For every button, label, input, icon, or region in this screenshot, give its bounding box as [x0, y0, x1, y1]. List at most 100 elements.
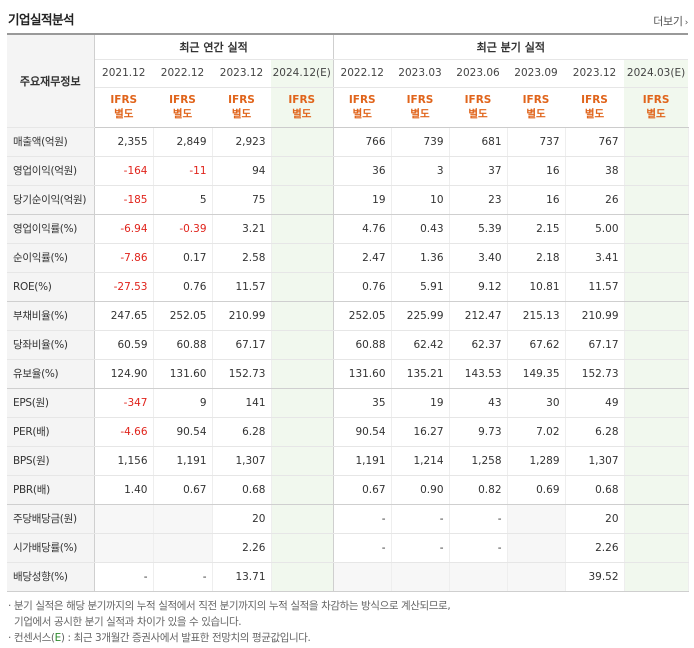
cell-annual: 0.17: [153, 243, 213, 273]
period-header-quarter-1: 2023.03: [391, 59, 450, 88]
cell-quarter: 6.28: [565, 417, 625, 447]
cell-quarter: 4.76: [333, 214, 392, 244]
period-header-annual-2: 2023.12: [212, 59, 271, 88]
period-header-quarter-4: 2023.12: [565, 59, 625, 88]
table-row: 당좌비율(%) 60.59 60.88 67.17 60.88 62.42 62.37 67.…: [7, 330, 689, 360]
table-row: 유보율(%) 124.90 131.60 152.73 131.60 135.21 143.…: [7, 359, 689, 389]
footnote-2-suffix: ) : 최근 3개월간 증권사에서 발표한 전망치의 평균값입니다.: [60, 632, 311, 644]
cell-quarter: [624, 359, 689, 389]
cell-quarter: 43: [449, 388, 508, 418]
cell-quarter: [624, 446, 689, 476]
cell-quarter: 90.54: [333, 417, 392, 447]
row-label: 당좌비율(%): [7, 330, 95, 360]
row-label: 영업이익(억원): [7, 156, 95, 186]
table-row: EPS(원) -347 9 141 35 19 43 30 49: [7, 388, 689, 418]
table-row: 영업이익(억원) -164 -11 94 36 3 37 16 38: [7, 156, 689, 186]
ifrs-label: IFRS: [288, 94, 316, 106]
period-header-quarter-0: 2022.12: [333, 59, 392, 88]
ifrs-label: IFRS: [642, 94, 670, 106]
ifrs-label: IFRS: [348, 94, 376, 106]
table-row: 순이익률(%) -7.86 0.17 2.58 2.47 1.36 3.40 2.18 3.41: [7, 243, 689, 273]
cell-quarter: 0.67: [333, 475, 392, 505]
cell-quarter: 767: [565, 127, 625, 157]
cell-quarter: 5.00: [565, 214, 625, 244]
separate-label: 별도: [646, 108, 666, 120]
cell-quarter: 1,214: [391, 446, 450, 476]
cell-annual: [271, 359, 334, 389]
cell-annual: 141: [212, 388, 272, 418]
cell-quarter: 30: [507, 388, 566, 418]
cell-quarter: 11.57: [565, 272, 625, 302]
cell-quarter: 60.88: [333, 330, 392, 360]
financial-summary-table: 주요재무정보 최근 연간 실적 최근 분기 실적 2021.12 2022.12 2…: [7, 33, 689, 592]
cell-quarter: 0.82: [449, 475, 508, 505]
cell-quarter: -: [449, 504, 508, 534]
cell-annual: 2,923: [212, 127, 272, 157]
cell-annual: [271, 388, 334, 418]
annual-group-header: 최근 연간 실적: [94, 34, 334, 60]
cell-annual: 90.54: [153, 417, 213, 447]
cell-annual: 75: [212, 185, 272, 215]
footnotes: · 분기 실적은 해당 분기까지의 누적 실적에서 직전 분기까지의 누적 실적…: [8, 598, 451, 646]
cell-annual: [271, 185, 334, 215]
ifrs-label: IFRS: [406, 94, 434, 106]
cell-quarter: [624, 127, 689, 157]
cell-quarter: 212.47: [449, 301, 508, 331]
row-label: ROE(%): [7, 272, 95, 302]
cell-quarter: -: [333, 533, 392, 563]
cell-quarter: 26: [565, 185, 625, 215]
row-label: BPS(원): [7, 446, 95, 476]
table-row: 부채비율(%) 247.65 252.05 210.99 252.05 225.99 212…: [7, 301, 689, 331]
cell-quarter: 1,191: [333, 446, 392, 476]
cell-quarter: 38: [565, 156, 625, 186]
cell-annual: 60.59: [94, 330, 154, 360]
cell-annual: 1,191: [153, 446, 213, 476]
cell-annual: -7.86: [94, 243, 154, 273]
footnote-2-prefix: 컨센서스(: [13, 632, 55, 644]
cell-annual: 2,355: [94, 127, 154, 157]
cell-quarter: -: [391, 533, 450, 563]
ifrs-header-annual-0: IFRS 별도: [94, 87, 153, 128]
cell-annual: [271, 417, 334, 447]
table-row: PER(배) -4.66 90.54 6.28 90.54 16.27 9.73 7.02 6.…: [7, 417, 689, 447]
cell-quarter: [624, 272, 689, 302]
cell-annual: 20: [212, 504, 272, 534]
cell-annual: 5: [153, 185, 213, 215]
table-row: 당기순이익(억원) -185 5 75 19 10 23 16 26: [7, 185, 689, 215]
cell-annual: 124.90: [94, 359, 154, 389]
cell-quarter: 23: [449, 185, 508, 215]
footnote-1-cont: 기업에서 공시한 분기 실적과 차이가 있을 수 있습니다.: [14, 616, 242, 628]
cell-quarter: [624, 185, 689, 215]
period-header-quarter-2: 2023.06: [449, 59, 508, 88]
cell-annual: -185: [94, 185, 154, 215]
cell-quarter: 7.02: [507, 417, 566, 447]
cell-quarter: [624, 533, 689, 563]
cell-quarter: 9.12: [449, 272, 508, 302]
separate-label: 별도: [352, 108, 372, 120]
cell-quarter: 210.99: [565, 301, 625, 331]
cell-annual: [271, 562, 334, 592]
cell-quarter: [391, 562, 450, 592]
cell-annual: -: [153, 562, 213, 592]
cell-annual: -164: [94, 156, 154, 186]
cell-quarter: 215.13: [507, 301, 566, 331]
cell-quarter: 19: [333, 185, 392, 215]
cell-quarter: 62.42: [391, 330, 450, 360]
cell-quarter: 131.60: [333, 359, 392, 389]
section-title: 기업실적분석: [8, 12, 75, 27]
cell-quarter: [333, 562, 392, 592]
row-label: 시가배당률(%): [7, 533, 95, 563]
cell-quarter: [624, 301, 689, 331]
cell-quarter: -: [449, 533, 508, 563]
table-row: BPS(원) 1,156 1,191 1,307 1,191 1,214 1,258 1,28…: [7, 446, 689, 476]
cell-annual: 3.21: [212, 214, 272, 244]
cell-quarter: 19: [391, 388, 450, 418]
cell-quarter: 2.15: [507, 214, 566, 244]
ifrs-header-quarter-4: IFRS 별도: [565, 87, 625, 128]
cell-quarter: [624, 156, 689, 186]
ifrs-label: IFRS: [522, 94, 550, 106]
row-label: 당기순이익(억원): [7, 185, 95, 215]
more-link[interactable]: 더보기 ›: [653, 13, 688, 29]
more-label: 더보기: [653, 15, 683, 28]
cell-annual: -11: [153, 156, 213, 186]
